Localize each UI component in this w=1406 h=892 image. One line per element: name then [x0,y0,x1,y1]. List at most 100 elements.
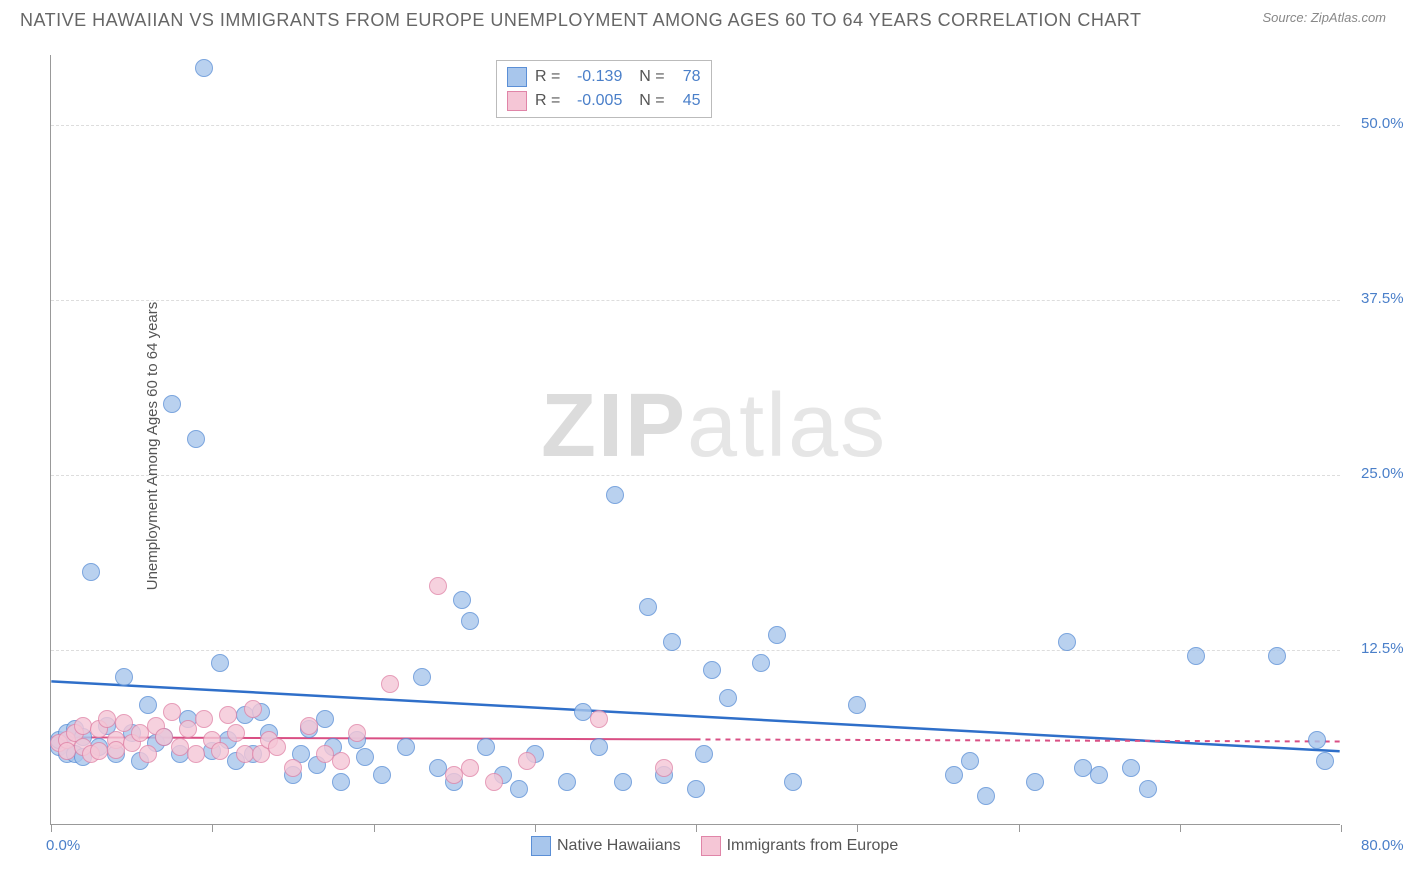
data-point [614,773,632,791]
data-point [703,661,721,679]
x-tick-label: 80.0% [1361,837,1404,854]
watermark: ZIPatlas [541,375,887,478]
x-tick-label: 0.0% [46,837,80,854]
data-point [115,668,133,686]
data-point [639,598,657,616]
data-point [284,759,302,777]
data-point [348,724,366,742]
chart-legend: Native Hawaiians Immigrants from Europe [531,836,898,856]
data-point [606,486,624,504]
data-point [461,612,479,630]
correlation-stats-box: R = -0.139 N = 78R = -0.005 N = 45 [496,60,712,118]
x-tick-mark [696,825,697,832]
x-tick-mark [1180,825,1181,832]
data-point [211,654,229,672]
data-point [98,710,116,728]
data-point [356,748,374,766]
data-point [139,696,157,714]
data-point [961,752,979,770]
x-tick-mark [1341,825,1342,832]
data-point [397,738,415,756]
data-point [477,738,495,756]
data-point [848,696,866,714]
data-point [695,745,713,763]
data-point [453,591,471,609]
data-point [82,563,100,581]
stat-n-label: N = [630,89,664,113]
data-point [752,654,770,672]
gridline [51,475,1340,476]
legend-label: Immigrants from Europe [727,837,899,855]
data-point [558,773,576,791]
legend-swatch [701,836,721,856]
series-swatch [507,91,527,111]
data-point [268,738,286,756]
data-point [719,689,737,707]
data-point [687,780,705,798]
data-point [155,728,173,746]
data-point [768,626,786,644]
stat-r-value: -0.139 [568,65,622,89]
stat-n-value: 45 [673,89,701,113]
data-point [74,717,92,735]
data-point [179,720,197,738]
data-point [663,633,681,651]
data-point [1268,647,1286,665]
x-tick-mark [212,825,213,832]
data-point [195,710,213,728]
x-tick-mark [374,825,375,832]
watermark-light: atlas [687,376,887,476]
stats-row: R = -0.005 N = 45 [507,89,701,113]
data-point [1308,731,1326,749]
data-point [373,766,391,784]
legend-item: Native Hawaiians [531,836,681,856]
y-tick-label: 37.5% [1361,290,1404,307]
stat-n-value: 78 [673,65,701,89]
stat-r-value: -0.005 [568,89,622,113]
data-point [1090,766,1108,784]
data-point [1026,773,1044,791]
data-point [429,577,447,595]
data-point [590,738,608,756]
data-point [195,59,213,77]
y-tick-label: 25.0% [1361,465,1404,482]
chart-title: NATIVE HAWAIIAN VS IMMIGRANTS FROM EUROP… [20,10,1142,31]
data-point [300,717,318,735]
data-point [510,780,528,798]
stats-row: R =-0.139 N =78 [507,65,701,89]
data-point [1122,759,1140,777]
data-point [485,773,503,791]
data-point [332,773,350,791]
legend-swatch [531,836,551,856]
stat-r-label: R = [535,65,560,89]
data-point [784,773,802,791]
data-point [219,706,237,724]
gridline [51,300,1340,301]
data-point [139,745,157,763]
data-point [381,675,399,693]
data-point [244,700,262,718]
data-point [977,787,995,805]
x-tick-mark [1019,825,1020,832]
series-swatch [507,67,527,87]
data-point [115,714,133,732]
data-point [227,724,245,742]
y-tick-label: 12.5% [1361,640,1404,657]
data-point [211,742,229,760]
data-point [1316,752,1334,770]
legend-label: Native Hawaiians [557,837,681,855]
data-point [590,710,608,728]
data-point [1058,633,1076,651]
data-point [1139,780,1157,798]
x-tick-mark [51,825,52,832]
data-point [332,752,350,770]
data-point [518,752,536,770]
source-attribution: Source: ZipAtlas.com [1262,10,1386,25]
data-point [655,759,673,777]
stat-r-label: R = [535,89,560,113]
data-point [163,703,181,721]
data-point [187,745,205,763]
y-tick-label: 50.0% [1361,115,1404,132]
legend-item: Immigrants from Europe [701,836,899,856]
data-point [163,395,181,413]
